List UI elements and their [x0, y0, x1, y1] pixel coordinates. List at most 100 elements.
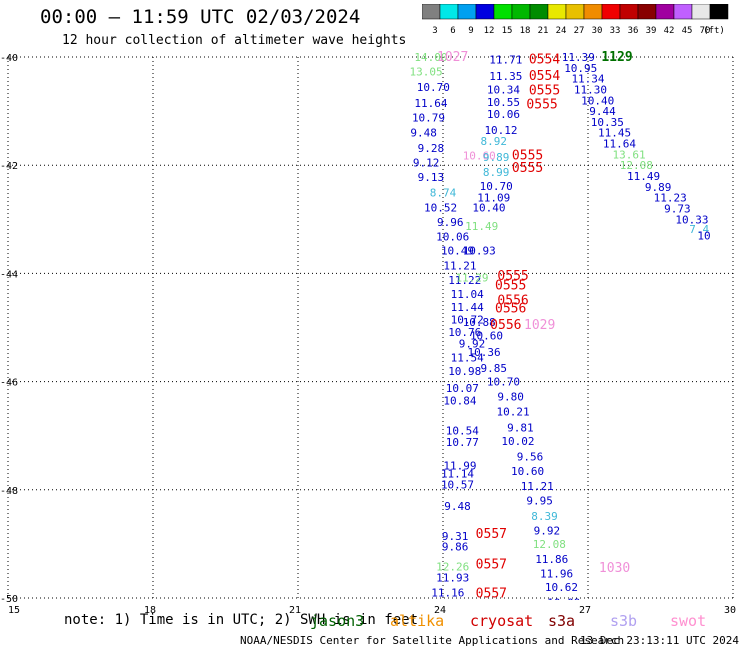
- wave-height-label: 10.60: [511, 465, 544, 478]
- scale-unit: (ft): [703, 26, 725, 36]
- pass-time-label: 0555: [497, 269, 528, 284]
- wave-height-label: 11.21: [521, 480, 554, 493]
- y-tick-label: -40: [0, 53, 18, 64]
- page-title: 00:00 – 11:59 UTC 02/03/2024: [40, 6, 361, 28]
- wave-height-label: 10.40: [581, 94, 614, 107]
- x-tick-label: 15: [8, 605, 20, 616]
- x-tick-label: 24: [434, 605, 446, 616]
- pass-time-label: 1129: [601, 50, 632, 65]
- scale-swatch: [709, 4, 729, 20]
- wave-height-label: 10.34: [487, 83, 520, 96]
- wave-height-label: 11.93: [436, 571, 469, 584]
- scale-label: 33: [610, 26, 621, 36]
- wave-height-label: 10.62: [545, 581, 578, 594]
- wave-height-label: 10.98: [448, 365, 481, 378]
- x-tick-label: 18: [144, 605, 156, 616]
- note-text: note: 1) Time is in UTC; 2) SWH is in fe…: [64, 612, 419, 628]
- legend-swot: swot: [670, 612, 707, 630]
- grid: [7, 56, 734, 599]
- wave-height-label: 11.34: [571, 73, 604, 86]
- wave-height-label: 10.60: [470, 330, 503, 343]
- wave-height-label: 10.02: [501, 435, 534, 448]
- pass-time-label: 0557: [476, 587, 507, 602]
- scale-label: 12: [484, 26, 495, 36]
- wave-height-label: 8.74: [430, 186, 457, 199]
- x-tick-label: 27: [579, 605, 591, 616]
- wave-height-label: 10.33: [675, 213, 708, 226]
- wave-height-label: 14.00: [414, 51, 447, 64]
- pass-time-label: 0556: [495, 302, 526, 317]
- legend-altika: altika: [390, 612, 445, 630]
- satellite-legend: jason3 altika cryosat s3a s3b swot: [0, 612, 740, 632]
- wave-height-label: 10.70: [417, 81, 450, 94]
- wave-height-label: 10.72: [451, 313, 484, 326]
- wave-height-label: 8.92: [481, 135, 508, 148]
- page-subtitle: 12 hour collection of altimeter wave hei…: [62, 33, 407, 48]
- wave-height-label: 9.13: [418, 171, 445, 184]
- wave-height-label: 10.76: [448, 326, 481, 339]
- y-tick-label: -44: [0, 269, 18, 280]
- pass-time-label: 0556: [490, 318, 521, 333]
- wave-height-label: 9.92: [534, 524, 561, 537]
- pass-time-label: 0554: [529, 53, 560, 68]
- wave-height-label: 9.56: [517, 450, 544, 463]
- wave-height-label: 11.49: [627, 170, 660, 183]
- wave-height-label: 11.49: [465, 220, 498, 233]
- wave-height-label: 11.09: [477, 192, 510, 205]
- wave-height-label: 10.40: [472, 201, 505, 214]
- wave-height-label: 9.95: [526, 495, 553, 508]
- wave-height-label: 9.73: [664, 202, 691, 215]
- wave-height-label: 8.39: [531, 510, 558, 523]
- pass-time-label: 0556: [497, 293, 528, 308]
- wave-height-label: 10.07: [446, 382, 479, 395]
- y-tick-label: -50: [0, 594, 18, 605]
- footer-credit: NOAA/NESDIS Center for Satellite Applica…: [240, 634, 625, 647]
- wave-height-label: 9.89: [645, 181, 672, 194]
- wave-height-label: 9.85: [481, 362, 508, 375]
- wave-height-label: 11.54: [451, 351, 484, 364]
- legend-cryosat: cryosat: [470, 612, 534, 630]
- wave-height-label: 9.12: [413, 156, 440, 169]
- scale-label: 24: [556, 26, 567, 36]
- wave-height-label: 10.12: [484, 124, 517, 137]
- scale-label: 15: [502, 26, 513, 36]
- wave-height-label: 10.06: [487, 108, 520, 121]
- pass-time-label: 1029: [524, 318, 555, 333]
- scale-label: 42: [664, 26, 675, 36]
- wave-height-label: 11.99: [443, 459, 476, 472]
- wave-height-label: 10: [697, 230, 710, 243]
- wave-height-label: 12.26: [436, 561, 469, 574]
- scale-label: 30: [592, 26, 603, 36]
- pass-time-label: 0557: [476, 557, 507, 572]
- wave-height-label: 10.09: [547, 596, 580, 609]
- wave-height-label: 9.80: [497, 391, 524, 404]
- wave-height-label: 11.04: [451, 288, 484, 301]
- wave-height-label: 10.77: [446, 436, 479, 449]
- wave-height-label: 13.05: [410, 66, 443, 79]
- pass-time-label: 0555: [495, 278, 526, 293]
- wave-height-label: 9.89: [483, 151, 510, 164]
- wave-height-label: 11.86: [535, 553, 568, 566]
- wave-height-label: 9.28: [418, 142, 445, 155]
- wave-height-label: 10.88: [463, 316, 496, 329]
- pass-time-label: 0554: [529, 69, 560, 84]
- wave-height-label: 11.64: [414, 97, 447, 110]
- legend-jason3: jason3: [310, 612, 365, 630]
- wave-height-label: 12.08: [620, 159, 653, 172]
- scale-label: 70: [700, 26, 711, 36]
- wave-height-label: 11.44: [451, 301, 484, 314]
- scale-label: 9: [468, 26, 473, 36]
- scale-label: 39: [646, 26, 657, 36]
- wave-height-label: 9.81: [507, 422, 534, 435]
- scale-label: 6: [450, 26, 455, 36]
- pass-time-label: 0555: [529, 84, 560, 99]
- wave-height-label: 13.61: [613, 148, 646, 161]
- wave-height-label: 10.35: [591, 116, 624, 129]
- wave-height-label: 11.29: [455, 272, 488, 285]
- wave-height-label: 10.06: [436, 231, 469, 244]
- wave-height-label: 11.30: [574, 83, 607, 96]
- pass-time-label: 0555: [526, 98, 557, 113]
- pass-time-label: 0557: [476, 527, 507, 542]
- wave-height-label: 11.14: [441, 468, 474, 481]
- y-tick-label: -48: [0, 486, 18, 497]
